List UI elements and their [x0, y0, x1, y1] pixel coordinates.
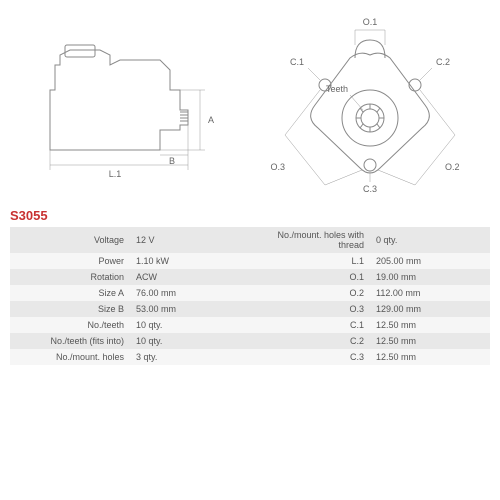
spec-value: 1.10 kW	[130, 253, 250, 269]
spec-label: O.1	[250, 269, 370, 285]
side-view-drawing: L.1 A B	[10, 10, 250, 200]
spec-label: C.2	[250, 333, 370, 349]
spec-value: ACW	[130, 269, 250, 285]
dim-c1-label: C.1	[290, 57, 304, 67]
spec-label: O.2	[250, 285, 370, 301]
front-view-drawing: O.1 O.2 O.3 C.1 C.2 C.3 Teeth	[250, 10, 490, 200]
spec-label: Voltage	[10, 227, 130, 253]
table-row: Size A76.00 mmO.2112.00 mm	[10, 285, 490, 301]
table-row: No./mount. holes3 qty.C.312.50 mm	[10, 349, 490, 365]
spec-value: 12 V	[130, 227, 250, 253]
technical-drawings: L.1 A B	[10, 10, 490, 200]
dim-l1-label: L.1	[109, 169, 122, 179]
spec-label: Rotation	[10, 269, 130, 285]
dim-c3-label: C.3	[363, 184, 377, 194]
dim-b-label: B	[169, 156, 175, 166]
spec-label: No./teeth	[10, 317, 130, 333]
spec-label: No./teeth (fits into)	[10, 333, 130, 349]
spec-label: L.1	[250, 253, 370, 269]
dim-o2-label: O.2	[445, 162, 460, 172]
spec-value: 12.50 mm	[370, 317, 490, 333]
spec-value: 3 qty.	[130, 349, 250, 365]
dim-c2-label: C.2	[436, 57, 450, 67]
spec-label: Power	[10, 253, 130, 269]
table-row: Size B53.00 mmO.3129.00 mm	[10, 301, 490, 317]
spec-value: 0 qty.	[370, 227, 490, 253]
spec-value: 19.00 mm	[370, 269, 490, 285]
table-row: Power1.10 kWL.1205.00 mm	[10, 253, 490, 269]
spec-value: 76.00 mm	[130, 285, 250, 301]
spec-value: 10 qty.	[130, 317, 250, 333]
spec-value: 205.00 mm	[370, 253, 490, 269]
spec-label: No./mount. holes	[10, 349, 130, 365]
table-row: No./teeth (fits into)10 qty.C.212.50 mm	[10, 333, 490, 349]
spec-label: Size A	[10, 285, 130, 301]
spec-value: 12.50 mm	[370, 349, 490, 365]
spec-value: 129.00 mm	[370, 301, 490, 317]
spec-value: 112.00 mm	[370, 285, 490, 301]
dim-a-label: A	[208, 115, 214, 125]
table-row: Voltage12 VNo./mount. holes with thread0…	[10, 227, 490, 253]
table-row: No./teeth10 qty.C.112.50 mm	[10, 317, 490, 333]
dim-o1-label: O.1	[363, 17, 378, 27]
model-number: S3055	[10, 208, 490, 223]
teeth-label: Teeth	[326, 84, 348, 94]
spec-value: 10 qty.	[130, 333, 250, 349]
dim-o3-label: O.3	[270, 162, 285, 172]
spec-label: C.1	[250, 317, 370, 333]
spec-label: C.3	[250, 349, 370, 365]
spec-label: Size B	[10, 301, 130, 317]
table-row: RotationACWO.119.00 mm	[10, 269, 490, 285]
spec-value: 12.50 mm	[370, 333, 490, 349]
spec-value: 53.00 mm	[130, 301, 250, 317]
spec-label: O.3	[250, 301, 370, 317]
spec-label: No./mount. holes with thread	[250, 227, 370, 253]
specs-table: Voltage12 VNo./mount. holes with thread0…	[10, 227, 490, 365]
